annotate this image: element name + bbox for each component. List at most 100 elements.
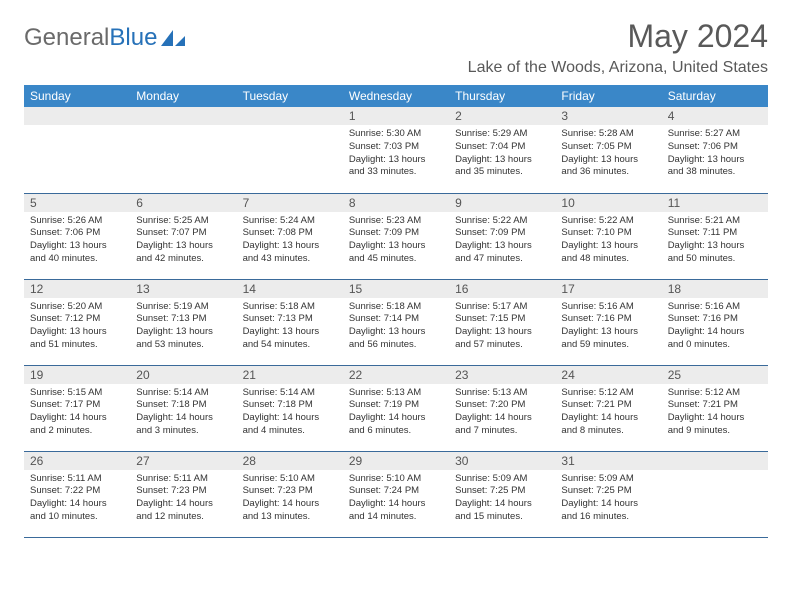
day-details: Sunrise: 5:29 AMSunset: 7:04 PMDaylight:… [449,125,555,183]
day-number [24,107,130,125]
day-number: 10 [555,194,661,212]
calendar-body: 1Sunrise: 5:30 AMSunset: 7:03 PMDaylight… [24,107,768,537]
day-number: 2 [449,107,555,125]
day-number: 19 [24,366,130,384]
day-number: 1 [343,107,449,125]
day-cell: 6Sunrise: 5:25 AMSunset: 7:07 PMDaylight… [130,193,236,279]
day-number: 16 [449,280,555,298]
day-details: Sunrise: 5:18 AMSunset: 7:13 PMDaylight:… [237,298,343,356]
logo-text-gray: General [24,24,109,52]
day-header: Thursday [449,85,555,107]
day-header: Saturday [662,85,768,107]
day-cell: 15Sunrise: 5:18 AMSunset: 7:14 PMDayligh… [343,279,449,365]
header: GeneralBlue May 2024 Lake of the Woods, … [24,18,768,83]
day-cell: 9Sunrise: 5:22 AMSunset: 7:09 PMDaylight… [449,193,555,279]
day-number [662,452,768,470]
day-number: 25 [662,366,768,384]
day-cell: 19Sunrise: 5:15 AMSunset: 7:17 PMDayligh… [24,365,130,451]
day-details: Sunrise: 5:13 AMSunset: 7:19 PMDaylight:… [343,384,449,442]
day-number: 14 [237,280,343,298]
day-number: 18 [662,280,768,298]
day-cell: 2Sunrise: 5:29 AMSunset: 7:04 PMDaylight… [449,107,555,193]
day-cell: 23Sunrise: 5:13 AMSunset: 7:20 PMDayligh… [449,365,555,451]
logo: GeneralBlue [24,18,187,52]
day-details: Sunrise: 5:13 AMSunset: 7:20 PMDaylight:… [449,384,555,442]
day-cell: 12Sunrise: 5:20 AMSunset: 7:12 PMDayligh… [24,279,130,365]
day-cell: 1Sunrise: 5:30 AMSunset: 7:03 PMDaylight… [343,107,449,193]
title-block: May 2024 Lake of the Woods, Arizona, Uni… [468,18,768,83]
day-number: 15 [343,280,449,298]
day-cell: 22Sunrise: 5:13 AMSunset: 7:19 PMDayligh… [343,365,449,451]
day-details: Sunrise: 5:09 AMSunset: 7:25 PMDaylight:… [555,470,661,528]
month-title: May 2024 [468,18,768,55]
day-cell: 10Sunrise: 5:22 AMSunset: 7:10 PMDayligh… [555,193,661,279]
day-number: 31 [555,452,661,470]
day-cell: 13Sunrise: 5:19 AMSunset: 7:13 PMDayligh… [130,279,236,365]
day-header: Tuesday [237,85,343,107]
day-details: Sunrise: 5:12 AMSunset: 7:21 PMDaylight:… [555,384,661,442]
day-cell: 21Sunrise: 5:14 AMSunset: 7:18 PMDayligh… [237,365,343,451]
day-details: Sunrise: 5:12 AMSunset: 7:21 PMDaylight:… [662,384,768,442]
day-details: Sunrise: 5:09 AMSunset: 7:25 PMDaylight:… [449,470,555,528]
day-cell: 25Sunrise: 5:12 AMSunset: 7:21 PMDayligh… [662,365,768,451]
logo-text-blue: Blue [109,24,157,52]
day-details: Sunrise: 5:27 AMSunset: 7:06 PMDaylight:… [662,125,768,183]
day-cell: 3Sunrise: 5:28 AMSunset: 7:05 PMDaylight… [555,107,661,193]
day-header: Sunday [24,85,130,107]
day-header: Wednesday [343,85,449,107]
day-cell [24,107,130,193]
day-number: 21 [237,366,343,384]
day-details: Sunrise: 5:23 AMSunset: 7:09 PMDaylight:… [343,212,449,270]
day-details: Sunrise: 5:10 AMSunset: 7:24 PMDaylight:… [343,470,449,528]
day-cell: 16Sunrise: 5:17 AMSunset: 7:15 PMDayligh… [449,279,555,365]
day-cell: 31Sunrise: 5:09 AMSunset: 7:25 PMDayligh… [555,451,661,537]
day-details: Sunrise: 5:26 AMSunset: 7:06 PMDaylight:… [24,212,130,270]
day-cell: 17Sunrise: 5:16 AMSunset: 7:16 PMDayligh… [555,279,661,365]
day-number [237,107,343,125]
day-header: Monday [130,85,236,107]
day-cell [662,451,768,537]
calendar-head: SundayMondayTuesdayWednesdayThursdayFrid… [24,85,768,107]
day-number: 30 [449,452,555,470]
day-number: 5 [24,194,130,212]
location: Lake of the Woods, Arizona, United State… [468,59,768,77]
day-cell: 4Sunrise: 5:27 AMSunset: 7:06 PMDaylight… [662,107,768,193]
day-details: Sunrise: 5:15 AMSunset: 7:17 PMDaylight:… [24,384,130,442]
calendar-table: SundayMondayTuesdayWednesdayThursdayFrid… [24,85,768,538]
day-cell [130,107,236,193]
logo-sail-icon [159,28,187,48]
day-number: 8 [343,194,449,212]
day-number [130,107,236,125]
day-cell: 5Sunrise: 5:26 AMSunset: 7:06 PMDaylight… [24,193,130,279]
day-cell: 30Sunrise: 5:09 AMSunset: 7:25 PMDayligh… [449,451,555,537]
day-number: 9 [449,194,555,212]
day-details: Sunrise: 5:16 AMSunset: 7:16 PMDaylight:… [555,298,661,356]
day-cell: 18Sunrise: 5:16 AMSunset: 7:16 PMDayligh… [662,279,768,365]
day-details: Sunrise: 5:28 AMSunset: 7:05 PMDaylight:… [555,125,661,183]
day-details: Sunrise: 5:14 AMSunset: 7:18 PMDaylight:… [130,384,236,442]
day-number: 7 [237,194,343,212]
day-number: 24 [555,366,661,384]
day-cell: 24Sunrise: 5:12 AMSunset: 7:21 PMDayligh… [555,365,661,451]
day-number: 11 [662,194,768,212]
day-cell: 11Sunrise: 5:21 AMSunset: 7:11 PMDayligh… [662,193,768,279]
day-number: 23 [449,366,555,384]
day-details: Sunrise: 5:18 AMSunset: 7:14 PMDaylight:… [343,298,449,356]
day-cell: 8Sunrise: 5:23 AMSunset: 7:09 PMDaylight… [343,193,449,279]
day-number: 6 [130,194,236,212]
day-details: Sunrise: 5:22 AMSunset: 7:09 PMDaylight:… [449,212,555,270]
day-details: Sunrise: 5:19 AMSunset: 7:13 PMDaylight:… [130,298,236,356]
day-number: 4 [662,107,768,125]
day-cell: 20Sunrise: 5:14 AMSunset: 7:18 PMDayligh… [130,365,236,451]
day-cell: 14Sunrise: 5:18 AMSunset: 7:13 PMDayligh… [237,279,343,365]
day-cell: 7Sunrise: 5:24 AMSunset: 7:08 PMDaylight… [237,193,343,279]
day-number: 27 [130,452,236,470]
day-number: 3 [555,107,661,125]
day-details: Sunrise: 5:17 AMSunset: 7:15 PMDaylight:… [449,298,555,356]
day-header: Friday [555,85,661,107]
day-number: 22 [343,366,449,384]
day-details: Sunrise: 5:30 AMSunset: 7:03 PMDaylight:… [343,125,449,183]
day-number: 13 [130,280,236,298]
day-number: 29 [343,452,449,470]
day-details: Sunrise: 5:14 AMSunset: 7:18 PMDaylight:… [237,384,343,442]
